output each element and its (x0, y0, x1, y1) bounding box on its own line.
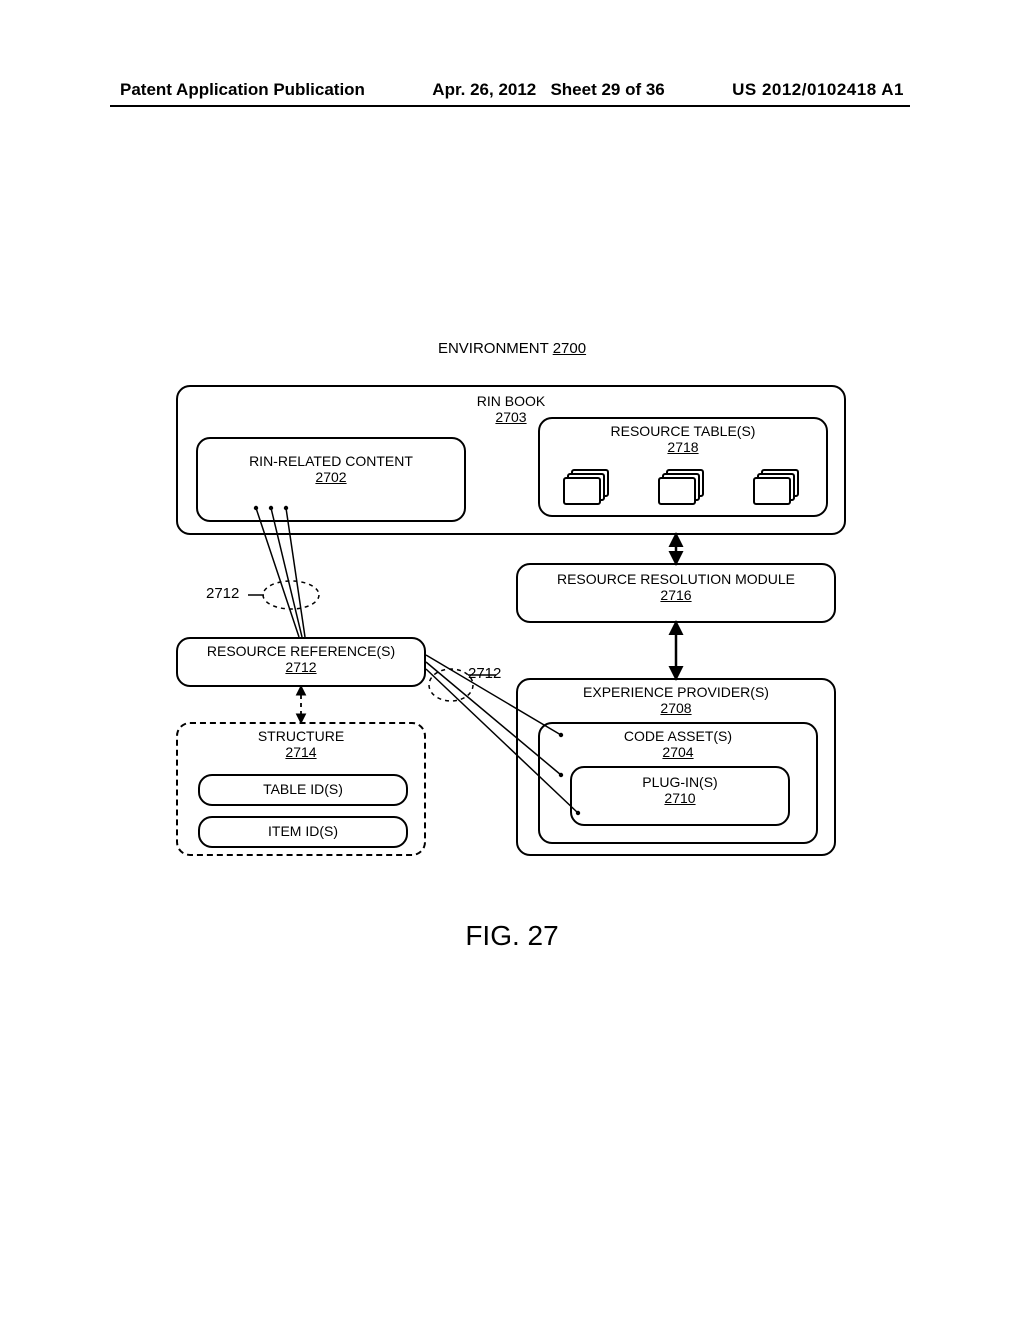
block-rin-related-content: RIN-RELATED CONTENT 2702 (196, 437, 466, 522)
block-table-ids: TABLE ID(S) (198, 774, 408, 806)
block-item-ids: ITEM ID(S) (198, 816, 408, 848)
environment-label: ENVIRONMENT 2700 (0, 340, 1024, 357)
callout-2712-left: 2712 (206, 585, 239, 602)
block-resource-references: RESOURCE REFERENCE(S) 2712 (176, 637, 426, 687)
resource-table-stacks (540, 469, 826, 507)
diagram-area: RIN BOOK 2703 RIN-RELATED CONTENT 2702 R… (176, 385, 846, 885)
table-stack-icon (563, 469, 613, 507)
table-stack-icon (753, 469, 803, 507)
block-experience-providers: EXPERIENCE PROVIDER(S) 2708 CODE ASSET(S… (516, 678, 836, 856)
block-resource-resolution-module: RESOURCE RESOLUTION MODULE 2716 (516, 563, 836, 623)
figure-caption: FIG. 27 (0, 920, 1024, 952)
block-resource-tables: RESOURCE TABLE(S) 2718 (538, 417, 828, 517)
block-rin-book: RIN BOOK 2703 RIN-RELATED CONTENT 2702 R… (176, 385, 846, 535)
callout-2712-right: 2712 (468, 665, 501, 682)
block-code-assets: CODE ASSET(S) 2704 PLUG-IN(S) 2710 (538, 722, 818, 844)
header-left: Patent Application Publication (120, 80, 365, 100)
page-header: Patent Application Publication Apr. 26, … (0, 80, 1024, 100)
block-structure: STRUCTURE 2714 TABLE ID(S) ITEM ID(S) (176, 722, 426, 856)
header-rule (110, 105, 910, 107)
block-plugins: PLUG-IN(S) 2710 (570, 766, 790, 826)
header-pubnum: US 2012/0102418 A1 (732, 80, 904, 100)
table-stack-icon (658, 469, 708, 507)
header-center: Apr. 26, 2012 Sheet 29 of 36 (432, 80, 664, 100)
